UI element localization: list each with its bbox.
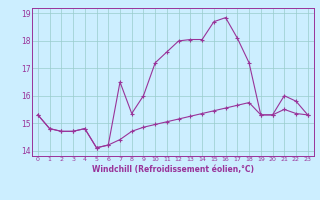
X-axis label: Windchill (Refroidissement éolien,°C): Windchill (Refroidissement éolien,°C): [92, 165, 254, 174]
